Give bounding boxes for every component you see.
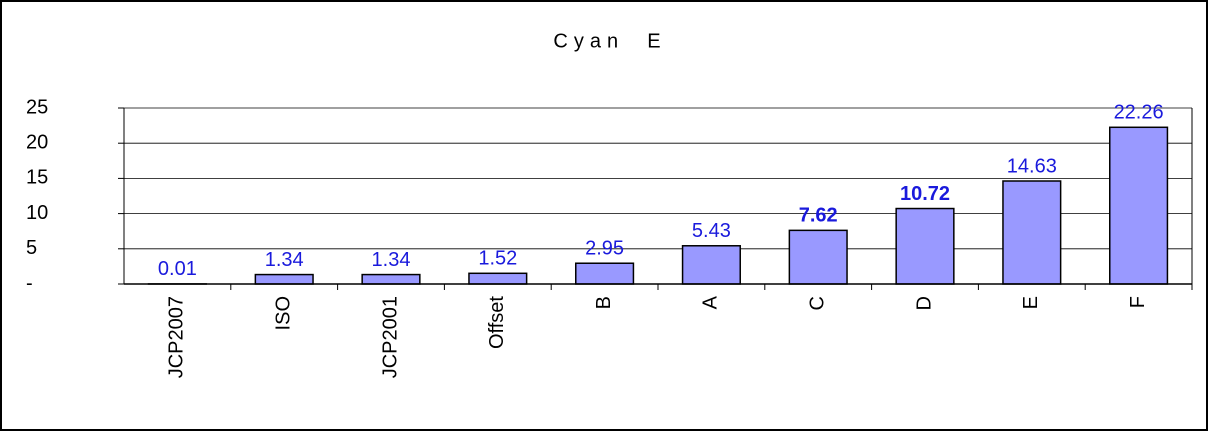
bar [361, 273, 421, 285]
data-label: 1.52 [478, 248, 517, 270]
y-tick-label: 5 [26, 237, 37, 259]
x-tick-label: B [593, 296, 615, 309]
data-label: 1.34 [265, 249, 304, 271]
bar [254, 273, 314, 285]
x-tick-label: JCP2007 [166, 296, 188, 378]
bar [681, 245, 741, 285]
x-tick-label: D [913, 296, 935, 310]
y-tick-label: 15 [26, 167, 48, 189]
data-label: 10.72 [900, 183, 950, 205]
y-tick-label: - [26, 272, 33, 294]
data-label: 5.43 [692, 220, 731, 242]
x-tick-label: C [806, 296, 828, 310]
bar [468, 272, 528, 285]
data-label: 7.62 [799, 205, 838, 227]
data-label: 2.95 [585, 238, 624, 260]
x-tick-label: JCP2001 [379, 296, 401, 378]
bar [895, 207, 955, 285]
data-label: 0.01 [158, 258, 197, 280]
data-label: 14.63 [1007, 155, 1057, 177]
chart-title: Cyan E [553, 30, 666, 52]
bar [788, 229, 848, 285]
data-label: 1.34 [372, 249, 411, 271]
y-tick-label: 20 [26, 131, 48, 153]
x-tick-label: A [700, 295, 722, 309]
data-label: 22.26 [1114, 102, 1164, 124]
x-tick-label: Offset [486, 296, 508, 349]
bar [575, 262, 635, 285]
bar [1002, 180, 1062, 285]
y-tick-label: 25 [26, 96, 48, 118]
y-tick-label: 10 [26, 202, 48, 224]
bar [1109, 126, 1169, 285]
x-tick-label: E [1020, 296, 1042, 309]
x-tick-label: F [1127, 296, 1149, 308]
x-tick-label: ISO [272, 296, 294, 330]
